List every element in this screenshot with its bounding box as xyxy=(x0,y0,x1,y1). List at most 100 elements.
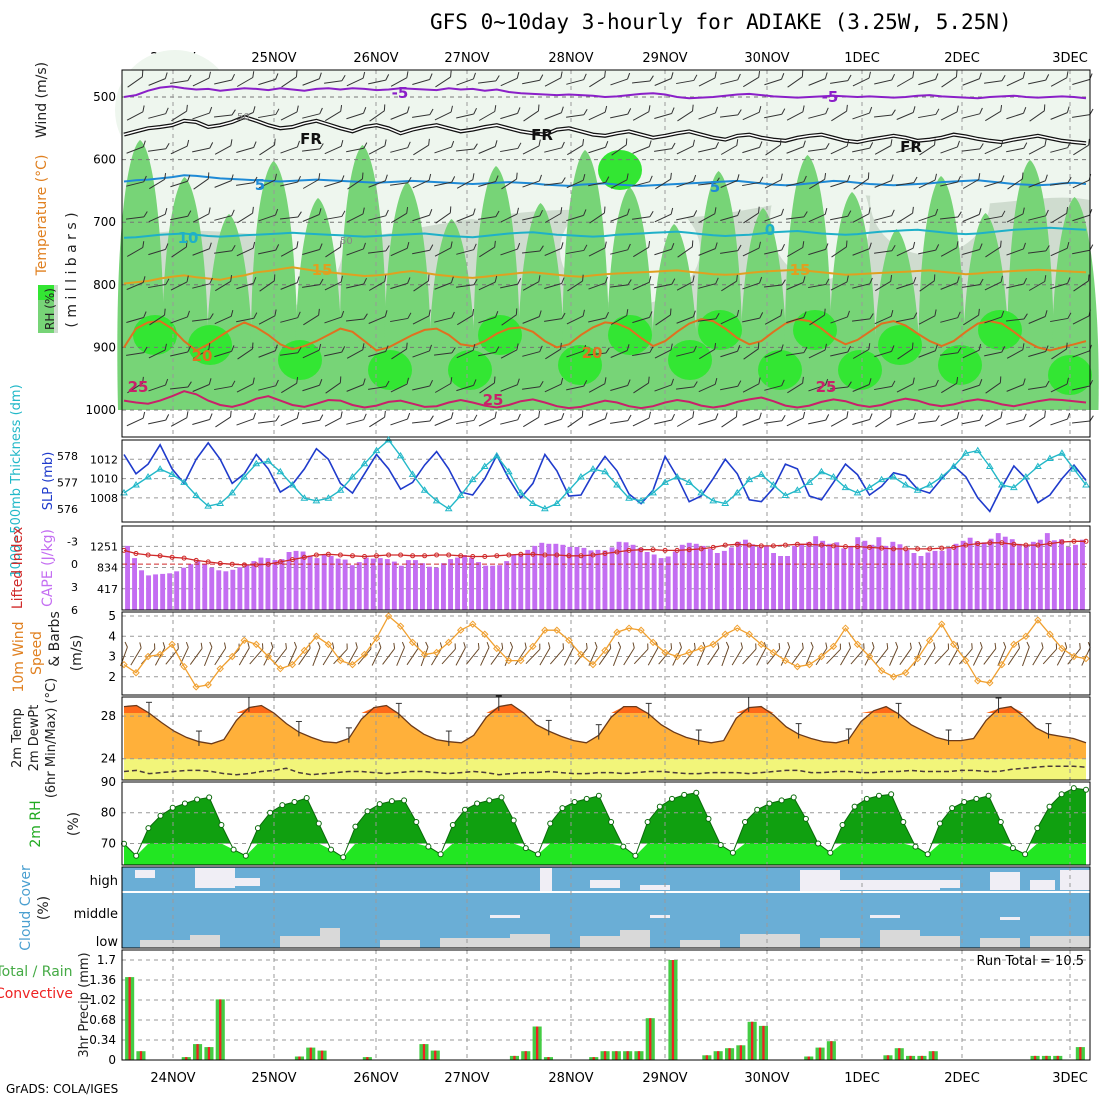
wind-barb xyxy=(655,308,672,326)
wind-barb-shaft xyxy=(610,113,628,119)
wind-barb-shaft xyxy=(148,384,166,392)
wind-barb-shaft xyxy=(346,147,364,153)
wind-barb-shaft xyxy=(302,384,320,392)
wind-barb xyxy=(588,276,608,290)
thickness-point xyxy=(1034,462,1042,469)
wind-barb-shaft xyxy=(588,282,606,290)
wind-barb-flag xyxy=(759,176,764,183)
wind-barb-flag xyxy=(429,244,434,251)
wind-barb-shaft xyxy=(478,417,496,427)
rh2m-point xyxy=(742,819,748,825)
wind-barb-shaft xyxy=(281,76,297,88)
wind-speed-point xyxy=(240,636,248,645)
high-cloud-block xyxy=(1060,870,1090,890)
cape-bar xyxy=(286,552,292,610)
lifted-index-point xyxy=(1047,541,1053,547)
cape-bar xyxy=(960,540,966,610)
lifted-index-point xyxy=(770,543,776,549)
wind-barb xyxy=(214,345,235,358)
wind-barb-shaft xyxy=(170,180,188,188)
wind-barb-shaft xyxy=(610,385,628,391)
wind-barb xyxy=(456,243,477,255)
wind-barb xyxy=(346,343,365,359)
wind-barb-flag xyxy=(385,245,390,252)
thickness-point xyxy=(805,478,814,485)
wind-barb-shaft xyxy=(434,181,452,187)
wind-barb-flag xyxy=(824,308,826,316)
wind-speed-point xyxy=(613,628,621,636)
lifted-index-point xyxy=(963,542,969,548)
wind-barb xyxy=(698,312,720,322)
temperature-line xyxy=(123,703,1087,745)
wind-barb-shaft xyxy=(1072,179,1090,189)
wind-speed-point xyxy=(913,654,922,663)
surface-barb-shaft xyxy=(850,648,865,665)
temp-tick-label: 24 xyxy=(101,752,116,766)
wind-barb-flag xyxy=(671,413,675,421)
wind-barb xyxy=(456,107,477,119)
wind-barb-shaft xyxy=(589,212,605,224)
wind-barb-shaft xyxy=(149,178,165,190)
wind-barb-flag xyxy=(780,344,784,351)
surface-barb-shaft xyxy=(420,646,429,667)
wind-barb-shaft xyxy=(1050,77,1068,87)
wind-barb-shaft xyxy=(236,317,254,323)
wind-barb xyxy=(214,310,234,325)
wind-barb-flag xyxy=(1023,413,1027,420)
surface-barb-flag xyxy=(425,641,429,648)
surface-barb-shaft xyxy=(347,647,358,666)
wind-barb-flag xyxy=(825,107,829,114)
date-label-top: 29NOV xyxy=(642,51,687,66)
wind-barb-shaft xyxy=(368,351,386,357)
thickness-point xyxy=(625,494,633,501)
thickness-point xyxy=(721,499,730,506)
wind-barb-shaft xyxy=(522,351,540,357)
lifted-index-point xyxy=(638,547,644,553)
wind-barb xyxy=(258,379,279,391)
rh2m-point xyxy=(717,842,724,848)
wind-barb-flag xyxy=(1066,342,1068,350)
wind-barb-flag xyxy=(891,380,896,387)
wind-barb-shaft xyxy=(279,216,299,220)
wind-barb-flag xyxy=(319,107,323,115)
wind-barb xyxy=(919,274,936,292)
lifted-index-point xyxy=(1059,539,1065,545)
precip-convective-bar xyxy=(422,1044,426,1060)
wind-barb xyxy=(1051,206,1069,224)
wind-barb xyxy=(1006,413,1027,425)
rh2m-point xyxy=(437,851,444,858)
wind-barb-flag xyxy=(671,278,676,285)
wind-barb xyxy=(808,278,830,289)
wind-barb-flag xyxy=(671,243,675,250)
wind-barb xyxy=(962,343,982,359)
wind-barb-shaft xyxy=(456,284,474,288)
wind-tick-label: 3 xyxy=(108,650,116,664)
precip-convective-bar xyxy=(739,1045,742,1060)
lifted-index-point xyxy=(626,547,632,553)
wind-barb-shaft xyxy=(742,383,760,393)
surface-wind-barb xyxy=(707,642,720,666)
wind-axis-label: & Barbs xyxy=(47,611,63,667)
wind-barb-flag xyxy=(450,105,453,113)
wind-barb xyxy=(786,311,807,323)
wind-barb-shaft xyxy=(786,282,804,290)
wind-barb xyxy=(126,175,147,187)
surface-barb-shaft xyxy=(780,647,791,666)
surface-wind-barb xyxy=(441,643,456,665)
wind-barb-flag xyxy=(825,142,830,150)
wind-barb-shaft xyxy=(874,79,892,85)
wind-barb-flag xyxy=(714,242,718,249)
wind-barb xyxy=(478,75,500,84)
thickness-point xyxy=(697,488,706,496)
wind-barb xyxy=(368,345,389,357)
wind-barb-shaft xyxy=(302,148,320,152)
wind-barb xyxy=(896,241,916,257)
wind-barb-flag xyxy=(868,207,871,214)
thickness-line xyxy=(123,438,1087,510)
wind-barb xyxy=(236,71,255,87)
cape-bar xyxy=(841,548,847,610)
wind-barb-shaft xyxy=(258,249,276,255)
wind-barb-shaft xyxy=(809,178,825,190)
wind-barb-flag xyxy=(978,308,980,316)
slp-ylabel: SLP (mb) xyxy=(41,452,56,511)
